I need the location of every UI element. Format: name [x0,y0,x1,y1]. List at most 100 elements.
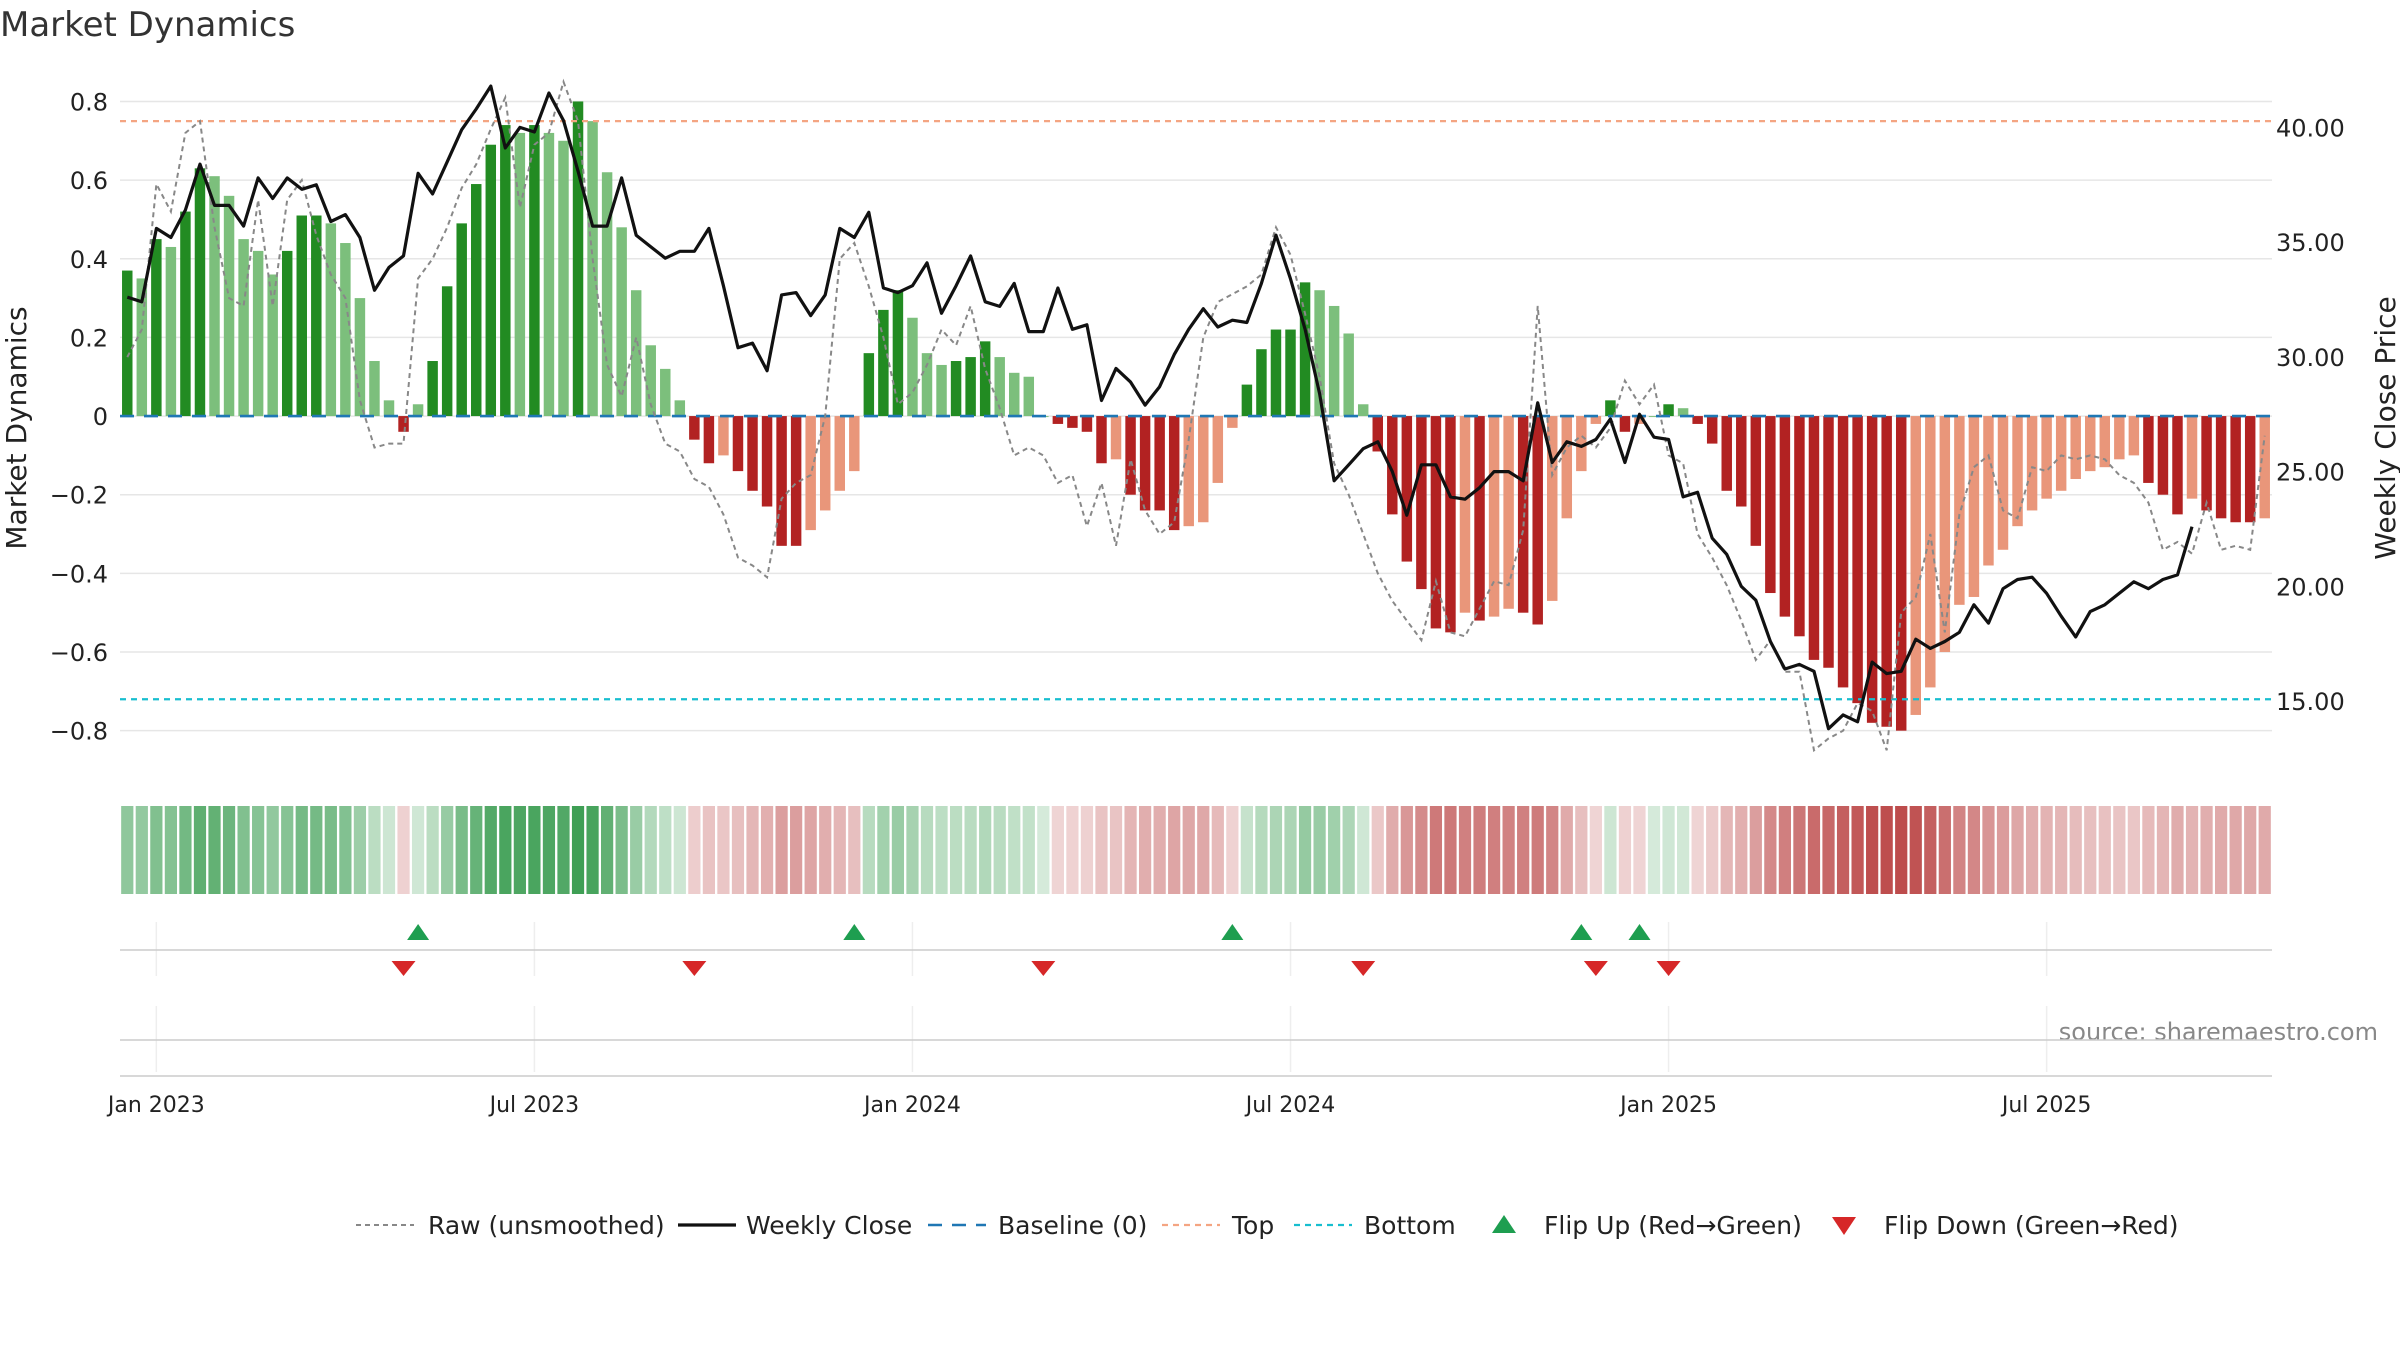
regime-cell [1618,806,1632,894]
regime-cell [1604,806,1617,894]
dynamics-bar [136,278,148,417]
regime-cell [193,806,207,894]
dynamics-bar [572,101,584,417]
regime-cell [266,806,279,894]
regime-cell [1400,806,1413,894]
dynamics-bar [1677,408,1689,417]
regime-cell [2040,806,2053,894]
dynamics-bar [296,215,307,417]
dynamics-bar [223,195,235,417]
regime-cell [1793,806,1806,894]
dynamics-bar [2230,416,2241,523]
regime-cell [1284,806,1297,894]
regime-cell [2229,806,2242,894]
dynamics-bar [1430,416,1442,629]
dynamics-bar [950,361,962,417]
regime-cell [1066,806,1079,894]
dynamics-bar [761,416,773,507]
regime-cell [790,806,803,894]
dynamics-bar [485,144,497,417]
legend-swatch-flip-up [1492,1215,1516,1233]
regime-cell [1836,806,1850,894]
dynamics-bar [1895,416,1907,731]
regime-cell [1473,806,1486,894]
dynamics-bar [1227,416,1238,428]
regime-cell [1720,806,1733,894]
legend-label: Bottom [1364,1211,1456,1240]
dynamics-bar [325,223,337,417]
x-tick-label: Jan 2024 [862,1093,961,1118]
dynamics-bar [819,416,831,511]
dynamics-bar [122,270,133,417]
regime-cell [2185,806,2199,894]
regime-cell [1560,806,1573,894]
flip-markers-panel [120,922,2272,1072]
dynamics-bar [921,353,933,417]
dynamics-bar [1765,416,1776,594]
regime-cell [935,806,948,894]
regime-cell [121,806,134,894]
regime-cell [135,806,148,894]
dynamics-bar [1168,416,1180,531]
dynamics-bar [1925,416,1936,688]
flip-down-marker [1656,961,1681,976]
dynamics-bar [1299,282,1311,417]
regime-cell [964,806,977,894]
dynamics-bar [383,400,395,417]
regime-cell [1677,806,1690,894]
regime-cell [1313,806,1326,894]
y-tick-label-right: 20.00 [2276,573,2345,601]
dynamics-bar [2244,416,2256,523]
dynamics-bar [2041,416,2052,499]
regime-cell [1080,806,1094,894]
dynamics-bar [1357,404,1369,417]
dynamics-bar [2186,416,2198,499]
regime-cell [1022,806,1035,894]
flip-down-marker [1351,961,1376,976]
regime-cell [426,806,439,894]
regime-cell [1124,806,1137,894]
dynamics-bar [601,172,613,417]
regime-cell [1880,806,1893,894]
regime-cell [615,806,628,894]
x-tick-label: Jul 2023 [488,1093,580,1118]
legend: Raw (unsmoothed) Weekly Close Baseline (0)… [356,1211,2179,1240]
regime-cell [310,806,323,894]
regime-cell [484,806,497,894]
dynamics-bar [1212,416,1224,483]
dynamics-bar [165,246,177,417]
regime-cell [2258,806,2271,894]
regime-cell [368,806,381,894]
dynamics-bar [1532,416,1543,625]
dynamics-bar [1401,416,1413,562]
dynamics-bar [2201,416,2212,511]
regime-cell [2098,806,2111,894]
regime-cell [1226,806,1239,894]
regime-cell [557,806,570,894]
dynamics-bar [1881,416,1892,727]
dynamics-bar [1910,416,1921,715]
dynamics-bar [2128,416,2140,456]
dynamics-bar [703,416,715,464]
dynamics-bar [1852,416,1863,704]
regime-cell [1691,806,1704,894]
regime-cell [2084,806,2097,894]
regime-cell [1211,806,1224,894]
regime-cell [1139,806,1152,894]
regime-cell [2055,806,2068,894]
dynamics-bar [281,250,293,417]
dynamics-bar [645,345,656,417]
dynamics-bar [194,168,206,417]
dynamics-bar [1198,416,1209,523]
regime-cell [1357,806,1370,894]
regime-cell [586,806,599,894]
regime-cell [1444,806,1457,894]
dynamics-bar [441,286,453,417]
dynamics-bar [1154,416,1165,511]
regime-cell [1269,806,1283,894]
dynamics-bar [1343,333,1354,417]
regime-color-strip [121,806,2271,894]
regime-cell [1589,806,1602,894]
regime-cell [1866,806,1879,894]
y-tick-label-right: 25.00 [2276,459,2345,487]
